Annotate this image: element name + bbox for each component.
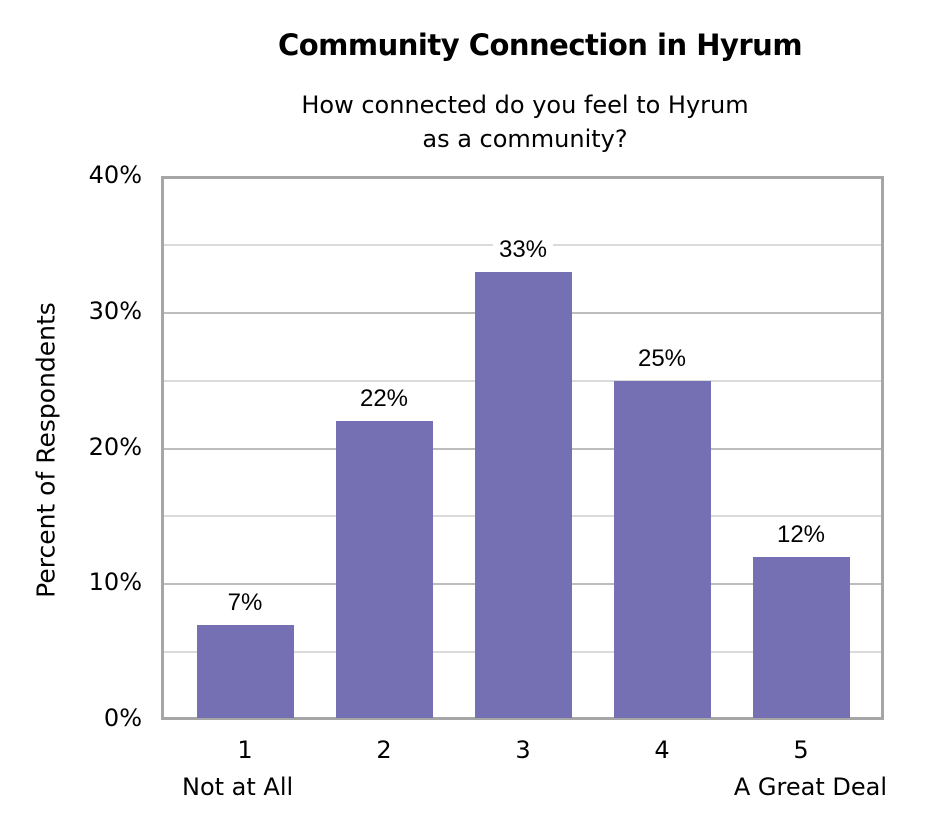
x-sublabel: Not at All [182, 773, 294, 801]
x-tick-label: 3 [515, 736, 531, 764]
bar-5 [752, 557, 850, 718]
subtitle-line-2: as a community? [422, 125, 628, 153]
chart-subtitle: How connected do you feel to Hyrum as a … [160, 88, 890, 156]
y-tick-label: 30% [88, 296, 142, 325]
y-tick-label: 20% [88, 432, 142, 461]
data-label: 12% [771, 521, 831, 550]
data-label: 22% [354, 385, 414, 414]
x-tick-label: 1 [237, 736, 253, 764]
y-tick-label: 10% [88, 568, 142, 597]
bar-2 [335, 421, 433, 718]
data-label: 7% [215, 588, 275, 617]
bar-3 [474, 272, 572, 718]
data-label: 25% [632, 344, 692, 373]
data-label: 33% [493, 236, 553, 265]
x-sublabel: A Great Deal [733, 773, 887, 801]
y-tick-label: 0% [103, 704, 142, 732]
bar-4 [613, 380, 711, 718]
y-axis-label: Percent of Respondents [31, 302, 61, 598]
chart-title: Community Connection in Hyrum [277, 28, 803, 62]
bar-1 [196, 624, 294, 718]
subtitle-line-1: How connected do you feel to Hyrum [301, 91, 749, 119]
x-tick-label: 5 [793, 736, 809, 764]
y-tick-label: 40% [88, 161, 142, 189]
x-tick-label: 4 [654, 736, 670, 764]
x-tick-label: 2 [376, 736, 392, 764]
